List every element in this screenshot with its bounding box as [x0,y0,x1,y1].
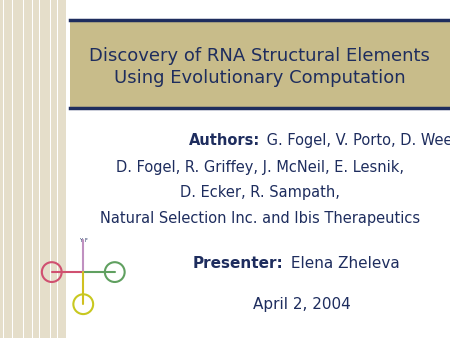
Text: Natural Selection Inc. and Ibis Therapeutics: Natural Selection Inc. and Ibis Therapeu… [100,211,420,225]
Text: Using Evolutionary Computation: Using Evolutionary Computation [114,69,406,87]
Text: D. Fogel, R. Griffey, J. McNeil, E. Lesnik,: D. Fogel, R. Griffey, J. McNeil, E. Lesn… [116,160,404,175]
Text: April 2, 2004: April 2, 2004 [252,297,351,312]
Text: D. Ecker, R. Sampath,: D. Ecker, R. Sampath, [180,185,340,200]
Text: Elena Zheleva: Elena Zheleva [286,256,400,271]
Text: F: F [85,238,87,243]
Text: Presenter:: Presenter: [193,256,284,271]
Text: G. Fogel, V. Porto, D. Weekes,: G. Fogel, V. Porto, D. Weekes, [262,133,450,148]
Text: Discovery of RNA Structural Elements: Discovery of RNA Structural Elements [90,47,430,65]
FancyBboxPatch shape [70,20,450,108]
Text: Authors:: Authors: [189,133,260,148]
Text: Y: Y [79,238,82,243]
